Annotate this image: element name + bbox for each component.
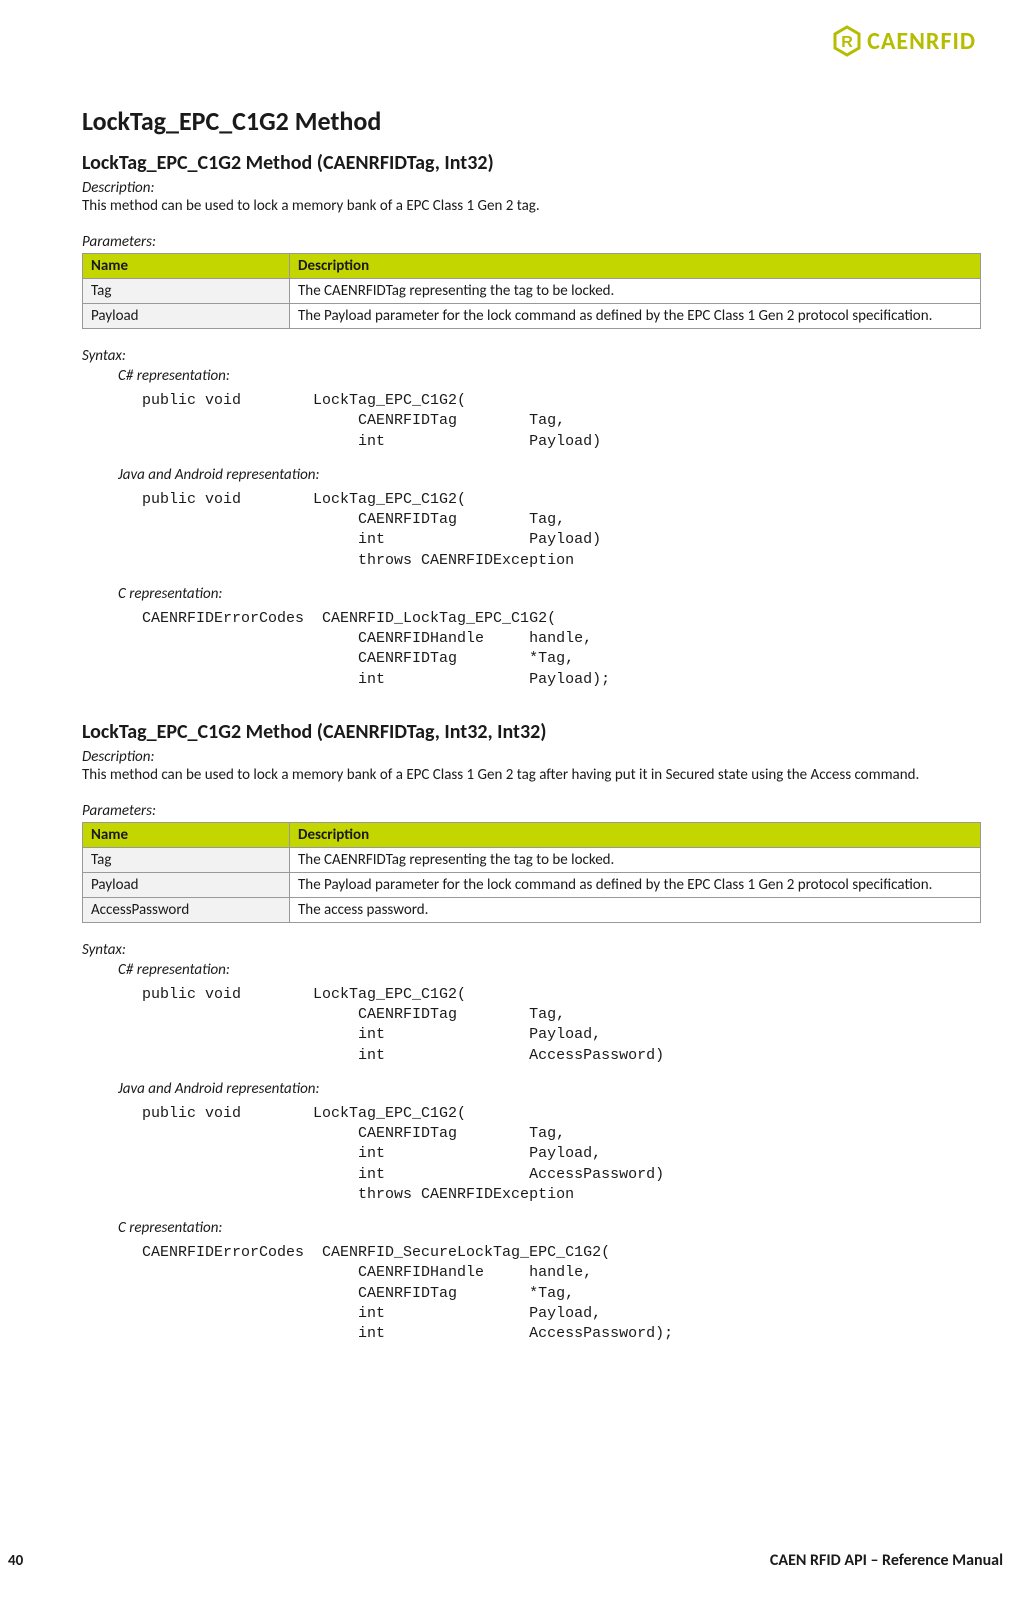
syntax-label: Syntax: [82,941,981,959]
param-desc: The Payload parameter for the lock comma… [290,304,981,329]
table-row: Payload The Payload parameter for the lo… [83,872,981,897]
th-desc: Description [290,822,981,847]
param-name: Tag [83,279,290,304]
param-name: AccessPassword [83,897,290,922]
param-desc: The access password. [290,897,981,922]
page-title: LockTag_EPC_C1G2 Method [82,105,981,137]
c-label: C representation: [118,585,981,603]
parameters-table-2: Name Description Tag The CAENRFIDTag rep… [82,822,981,923]
param-name: Tag [83,847,290,872]
c-label: C representation: [118,1219,981,1237]
param-desc: The CAENRFIDTag representing the tag to … [290,847,981,872]
description-label: Description: [82,179,981,197]
table-row: Tag The CAENRFIDTag representing the tag… [83,279,981,304]
parameters-table-1: Name Description Tag The CAENRFIDTag rep… [82,253,981,329]
table-header-row: Name Description [83,822,981,847]
section2-heading: LockTag_EPC_C1G2 Method (CAENRFIDTag, In… [82,720,981,744]
param-name: Payload [83,872,290,897]
th-name: Name [83,254,290,279]
csharp-code: public void LockTag_EPC_C1G2( CAENRFIDTa… [142,391,981,452]
c-code: CAENRFIDErrorCodes CAENRFID_SecureLockTa… [142,1243,981,1344]
th-name: Name [83,822,290,847]
table-row: Tag The CAENRFIDTag representing the tag… [83,847,981,872]
java-label: Java and Android representation: [118,1080,981,1098]
logo-text: CAENRFID [867,27,976,56]
table-row: Payload The Payload parameter for the lo… [83,304,981,329]
svg-text:R: R [841,34,853,51]
footer-title: CAEN RFID API – Reference Manual [770,1551,1003,1570]
table-header-row: Name Description [83,254,981,279]
param-desc: The Payload parameter for the lock comma… [290,872,981,897]
syntax-label: Syntax: [82,347,981,365]
description-text: This method can be used to lock a memory… [82,197,981,215]
footer: 40 CAEN RFID API – Reference Manual [0,1551,1011,1570]
java-code: public void LockTag_EPC_C1G2( CAENRFIDTa… [142,1104,981,1205]
logo-hex-icon: R [831,25,863,57]
table-row: AccessPassword The access password. [83,897,981,922]
c-code: CAENRFIDErrorCodes CAENRFID_LockTag_EPC_… [142,609,981,690]
java-label: Java and Android representation: [118,466,981,484]
param-name: Payload [83,304,290,329]
brand-logo: R CAENRFID [831,25,976,57]
csharp-code: public void LockTag_EPC_C1G2( CAENRFIDTa… [142,985,981,1066]
java-code: public void LockTag_EPC_C1G2( CAENRFIDTa… [142,490,981,571]
param-desc: The CAENRFIDTag representing the tag to … [290,279,981,304]
description-text: This method can be used to lock a memory… [82,766,981,784]
parameters-label: Parameters: [82,802,981,820]
csharp-label: C# representation: [118,367,981,385]
parameters-label: Parameters: [82,233,981,251]
section1-heading: LockTag_EPC_C1G2 Method (CAENRFIDTag, In… [82,151,981,175]
description-label: Description: [82,748,981,766]
content: LockTag_EPC_C1G2 Method LockTag_EPC_C1G2… [0,20,1011,1344]
page-number: 40 [8,1552,23,1570]
section2: LockTag_EPC_C1G2 Method (CAENRFIDTag, In… [82,720,981,1345]
th-desc: Description [290,254,981,279]
page: R CAENRFID LockTag_EPC_C1G2 Method LockT… [0,0,1011,1602]
csharp-label: C# representation: [118,961,981,979]
